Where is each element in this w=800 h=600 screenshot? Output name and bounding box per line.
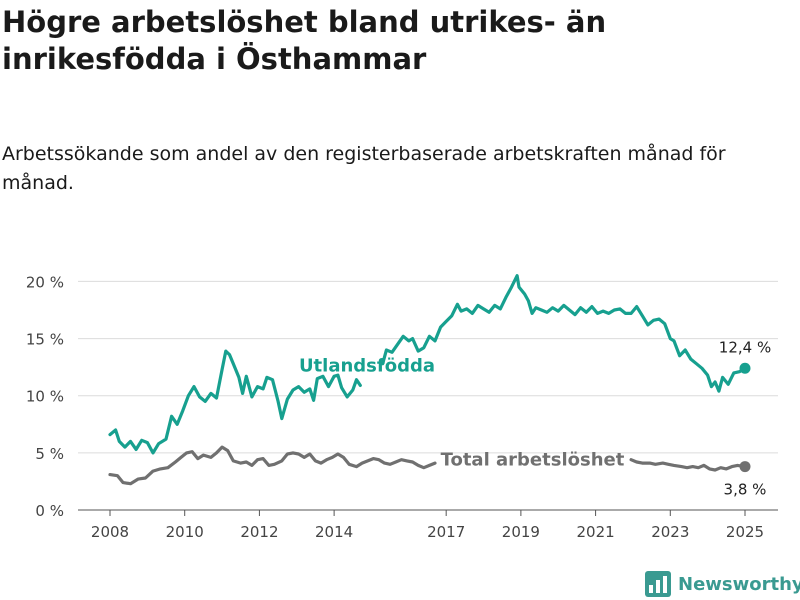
series-annotation: Utlandsfödda <box>299 356 435 377</box>
x-axis: 2008 2010 2012 2014 2017 2019 2021 2023 2025 <box>91 510 764 541</box>
brand-logo: Newsworthy <box>645 569 800 599</box>
y-tick-label: 20 % <box>26 273 64 291</box>
series-lines: 12,4 % 3,8 % <box>108 274 771 499</box>
newsworthy-logo-icon <box>645 571 671 597</box>
y-tick-label: 10 % <box>26 388 64 406</box>
x-tick-label: 2017 <box>427 523 465 541</box>
x-tick-label: 2025 <box>726 523 764 541</box>
x-tick-label: 2023 <box>651 523 689 541</box>
series-annotations: Utlandsfödda Total arbetslöshet <box>299 356 625 471</box>
x-tick-label: 2019 <box>502 523 540 541</box>
x-tick-label: 2008 <box>91 523 129 541</box>
y-tick-label: 0 % <box>35 502 64 520</box>
chart-title: Högre arbetslöshet bland utrikes- än inr… <box>2 5 607 76</box>
series-end-label-1: 3,8 % <box>724 481 767 499</box>
grid-lines <box>78 280 778 511</box>
y-tick-label: 15 % <box>26 331 64 349</box>
x-tick-label: 2012 <box>240 523 278 541</box>
chart-subtitle: Arbetssökande som andel av den registerb… <box>2 143 726 194</box>
x-tick-label: 2021 <box>576 523 614 541</box>
y-axis-labels: 0 % 5 % 10 % 15 % 20 % <box>26 273 64 520</box>
series-line-0 <box>108 274 747 455</box>
brand-name: Newsworthy <box>678 573 800 595</box>
x-tick-label: 2014 <box>315 523 353 541</box>
series-line-1 <box>108 445 747 486</box>
series-annotation: Total arbetslöshet <box>441 449 625 470</box>
series-end-marker-1 <box>739 461 751 473</box>
series-end-label-0: 12,4 % <box>719 338 771 356</box>
y-tick-label: 5 % <box>35 445 64 463</box>
series-end-marker-0 <box>739 362 751 374</box>
x-tick-label: 2010 <box>166 523 204 541</box>
